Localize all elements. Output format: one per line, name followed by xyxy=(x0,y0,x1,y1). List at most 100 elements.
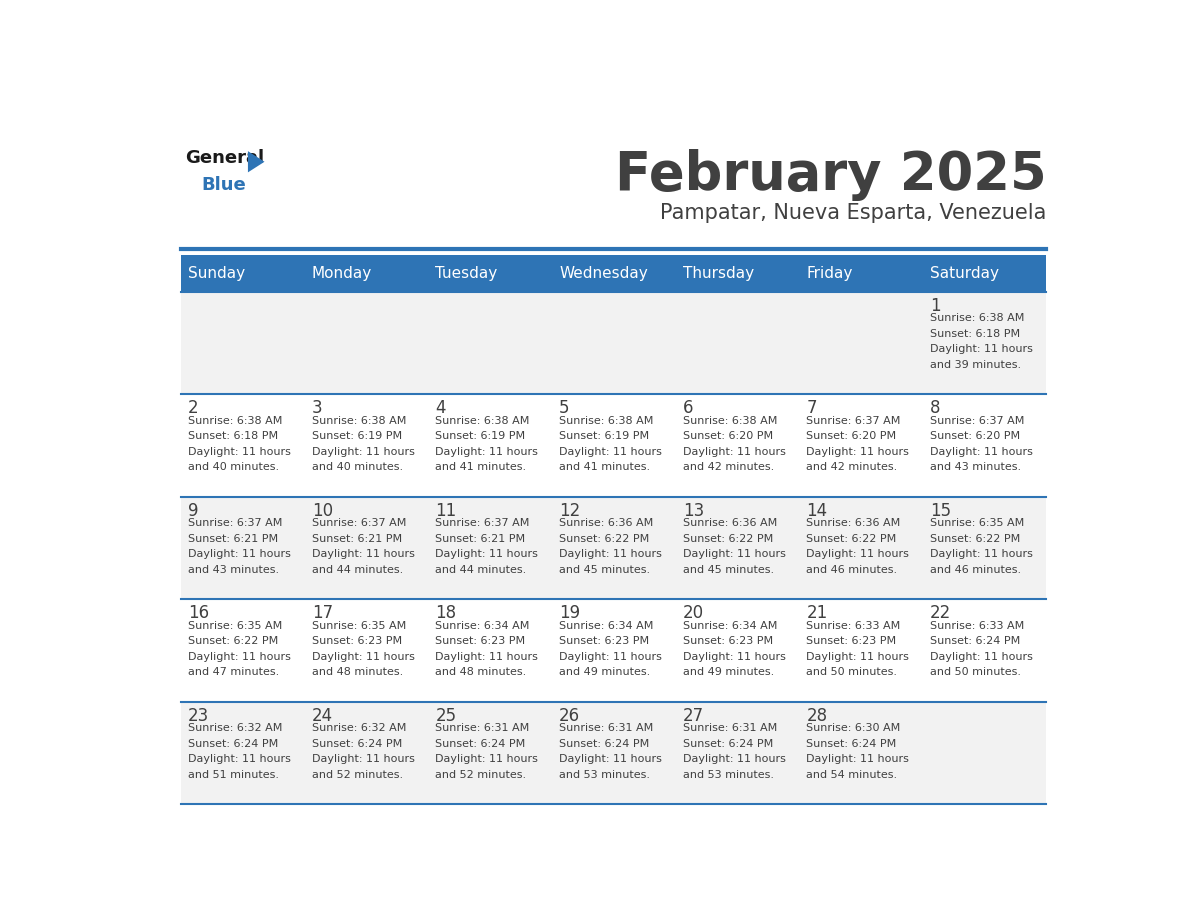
Text: Daylight: 11 hours: Daylight: 11 hours xyxy=(807,754,909,764)
Text: Sunset: 6:22 PM: Sunset: 6:22 PM xyxy=(930,533,1020,543)
Bar xyxy=(923,255,1047,292)
Bar xyxy=(181,497,304,599)
Text: and 39 minutes.: and 39 minutes. xyxy=(930,360,1020,370)
Text: Sunrise: 6:31 AM: Sunrise: 6:31 AM xyxy=(435,723,530,733)
Text: Sunset: 6:23 PM: Sunset: 6:23 PM xyxy=(683,636,772,646)
Text: and 43 minutes.: and 43 minutes. xyxy=(188,565,279,575)
Text: 22: 22 xyxy=(930,604,952,622)
Text: Sunset: 6:24 PM: Sunset: 6:24 PM xyxy=(188,739,278,748)
Text: Sunrise: 6:38 AM: Sunrise: 6:38 AM xyxy=(311,416,406,426)
Text: Daylight: 11 hours: Daylight: 11 hours xyxy=(435,754,538,764)
Text: General: General xyxy=(185,149,265,167)
Text: Sunrise: 6:36 AM: Sunrise: 6:36 AM xyxy=(807,518,901,528)
Text: Sunset: 6:21 PM: Sunset: 6:21 PM xyxy=(188,533,278,543)
Text: Daylight: 11 hours: Daylight: 11 hours xyxy=(683,652,785,662)
Text: and 54 minutes.: and 54 minutes. xyxy=(807,769,897,779)
Text: 14: 14 xyxy=(807,502,827,520)
Text: Daylight: 11 hours: Daylight: 11 hours xyxy=(930,344,1032,354)
Text: and 40 minutes.: and 40 minutes. xyxy=(311,462,403,472)
Bar xyxy=(551,599,675,701)
Text: and 44 minutes.: and 44 minutes. xyxy=(435,565,526,575)
Bar xyxy=(923,599,1047,701)
Bar xyxy=(798,497,923,599)
Text: Sunrise: 6:35 AM: Sunrise: 6:35 AM xyxy=(311,621,406,631)
Text: 7: 7 xyxy=(807,399,817,418)
Bar xyxy=(181,395,304,497)
Text: Daylight: 11 hours: Daylight: 11 hours xyxy=(311,549,415,559)
Text: 19: 19 xyxy=(560,604,580,622)
Bar xyxy=(428,255,551,292)
Text: and 46 minutes.: and 46 minutes. xyxy=(930,565,1020,575)
Text: Sunrise: 6:32 AM: Sunrise: 6:32 AM xyxy=(311,723,406,733)
Text: Sunset: 6:23 PM: Sunset: 6:23 PM xyxy=(435,636,525,646)
Bar xyxy=(551,292,675,395)
Text: Sunrise: 6:35 AM: Sunrise: 6:35 AM xyxy=(188,621,283,631)
Bar xyxy=(181,255,304,292)
Text: and 41 minutes.: and 41 minutes. xyxy=(435,462,526,472)
Text: Daylight: 11 hours: Daylight: 11 hours xyxy=(188,549,291,559)
Text: Sunset: 6:19 PM: Sunset: 6:19 PM xyxy=(311,431,402,441)
Text: 24: 24 xyxy=(311,707,333,724)
Bar xyxy=(675,395,798,497)
Text: 20: 20 xyxy=(683,604,703,622)
Text: February 2025: February 2025 xyxy=(614,149,1047,201)
Text: 1: 1 xyxy=(930,297,941,315)
Text: and 50 minutes.: and 50 minutes. xyxy=(807,667,897,677)
Text: Sunset: 6:24 PM: Sunset: 6:24 PM xyxy=(560,739,650,748)
Text: Friday: Friday xyxy=(807,266,853,281)
Text: Daylight: 11 hours: Daylight: 11 hours xyxy=(683,549,785,559)
Text: 27: 27 xyxy=(683,707,703,724)
Text: Sunrise: 6:36 AM: Sunrise: 6:36 AM xyxy=(683,518,777,528)
Text: 5: 5 xyxy=(560,399,569,418)
Text: Sunset: 6:22 PM: Sunset: 6:22 PM xyxy=(560,533,650,543)
Text: and 42 minutes.: and 42 minutes. xyxy=(683,462,773,472)
Text: Sunset: 6:21 PM: Sunset: 6:21 PM xyxy=(435,533,525,543)
Text: Daylight: 11 hours: Daylight: 11 hours xyxy=(188,447,291,456)
Text: Sunset: 6:18 PM: Sunset: 6:18 PM xyxy=(930,329,1020,339)
Bar xyxy=(304,701,428,804)
Text: 18: 18 xyxy=(435,604,456,622)
Text: 11: 11 xyxy=(435,502,456,520)
Text: Sunset: 6:22 PM: Sunset: 6:22 PM xyxy=(188,636,278,646)
Bar xyxy=(181,599,304,701)
Text: Daylight: 11 hours: Daylight: 11 hours xyxy=(435,652,538,662)
Polygon shape xyxy=(248,151,265,173)
Text: Sunset: 6:23 PM: Sunset: 6:23 PM xyxy=(807,636,897,646)
Text: Sunrise: 6:35 AM: Sunrise: 6:35 AM xyxy=(930,518,1024,528)
Text: Daylight: 11 hours: Daylight: 11 hours xyxy=(560,754,662,764)
Bar xyxy=(798,701,923,804)
Text: 4: 4 xyxy=(435,399,446,418)
Bar xyxy=(675,599,798,701)
Text: Sunrise: 6:38 AM: Sunrise: 6:38 AM xyxy=(683,416,777,426)
Text: and 44 minutes.: and 44 minutes. xyxy=(311,565,403,575)
Bar xyxy=(551,255,675,292)
Text: Daylight: 11 hours: Daylight: 11 hours xyxy=(188,754,291,764)
Text: Sunrise: 6:37 AM: Sunrise: 6:37 AM xyxy=(188,518,283,528)
Text: Sunset: 6:22 PM: Sunset: 6:22 PM xyxy=(683,533,773,543)
Text: 16: 16 xyxy=(188,604,209,622)
Text: and 45 minutes.: and 45 minutes. xyxy=(560,565,650,575)
Text: Sunset: 6:23 PM: Sunset: 6:23 PM xyxy=(311,636,402,646)
Text: Thursday: Thursday xyxy=(683,266,753,281)
Bar xyxy=(798,255,923,292)
Text: 12: 12 xyxy=(560,502,580,520)
Text: 3: 3 xyxy=(311,399,322,418)
Text: and 48 minutes.: and 48 minutes. xyxy=(311,667,403,677)
Bar xyxy=(428,701,551,804)
Text: Daylight: 11 hours: Daylight: 11 hours xyxy=(930,447,1032,456)
Text: 6: 6 xyxy=(683,399,693,418)
Text: and 51 minutes.: and 51 minutes. xyxy=(188,769,279,779)
Text: 21: 21 xyxy=(807,604,828,622)
Text: Pampatar, Nueva Esparta, Venezuela: Pampatar, Nueva Esparta, Venezuela xyxy=(659,204,1047,223)
Bar xyxy=(798,292,923,395)
Text: Daylight: 11 hours: Daylight: 11 hours xyxy=(560,549,662,559)
Bar xyxy=(304,599,428,701)
Text: 8: 8 xyxy=(930,399,941,418)
Bar xyxy=(181,701,304,804)
Text: 15: 15 xyxy=(930,502,952,520)
Text: Sunrise: 6:34 AM: Sunrise: 6:34 AM xyxy=(683,621,777,631)
Bar xyxy=(304,497,428,599)
Bar xyxy=(675,701,798,804)
Text: Sunset: 6:23 PM: Sunset: 6:23 PM xyxy=(560,636,649,646)
Text: Saturday: Saturday xyxy=(930,266,999,281)
